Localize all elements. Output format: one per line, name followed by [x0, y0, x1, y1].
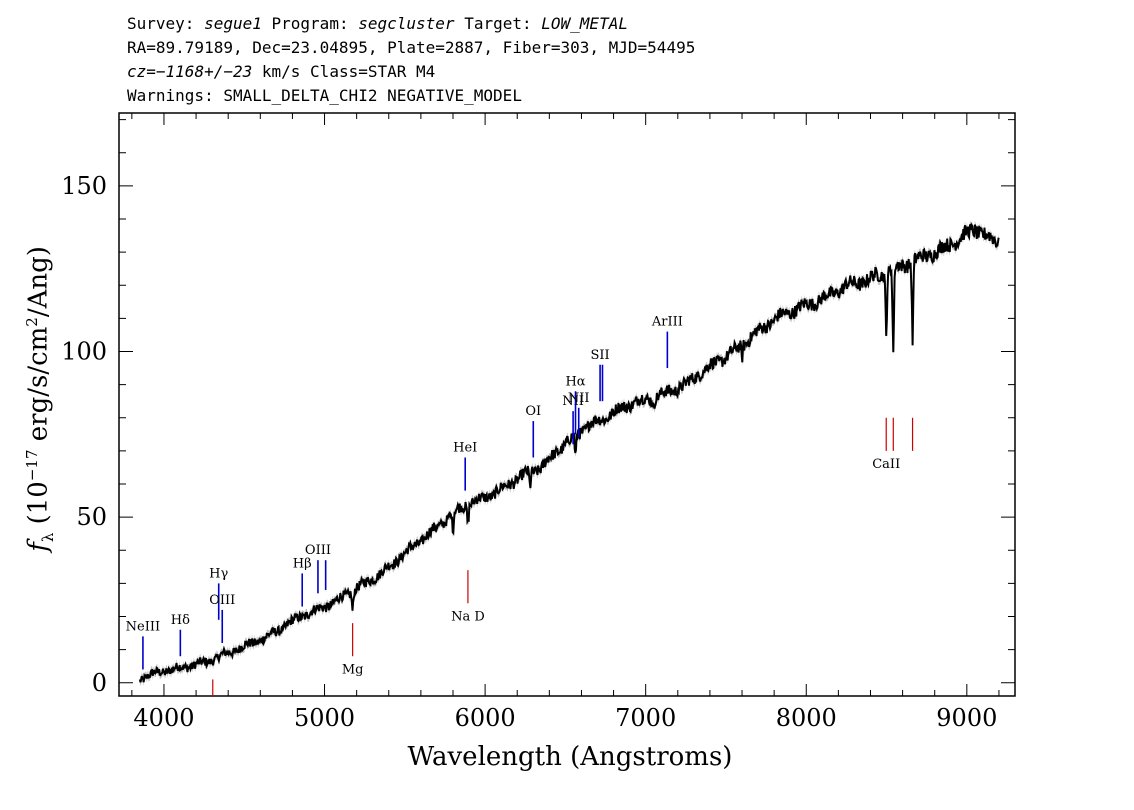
- emission-line-label: OI: [525, 404, 541, 419]
- ylabel-exp2: 2: [23, 317, 42, 327]
- target-value: LOW_METAL: [541, 14, 628, 33]
- target-label: Target:: [464, 14, 532, 33]
- ylabel-exp: −17: [23, 449, 42, 482]
- x-tick-label: 7000: [615, 704, 676, 732]
- emission-line-label: SII: [590, 348, 609, 363]
- emission-line-label: Hβ: [293, 556, 312, 571]
- x-tick-label: 6000: [455, 704, 516, 732]
- y-tick-label: 0: [92, 669, 107, 697]
- ylabel-f: f: [23, 542, 54, 552]
- y-tick-label: 150: [61, 172, 107, 200]
- header-line-4: Warnings: SMALL_DELTA_CHI2 NEGATIVE_MODE…: [127, 86, 522, 105]
- header-line-3: cz=−1168+/−23 km/s Class=STAR M4: [127, 62, 435, 82]
- absorption-line-label: Na D: [451, 609, 485, 624]
- cz-unit: km/s: [261, 62, 301, 81]
- x-tick-label: 5000: [294, 704, 355, 732]
- absorption-line-label: CaII: [872, 457, 900, 472]
- x-tick-label: 8000: [776, 704, 837, 732]
- program-value: segcluster: [358, 14, 455, 33]
- header-line-2: RA=89.79189, Dec=23.04895, Plate=2887, F…: [127, 38, 696, 57]
- y-tick-label: 100: [61, 338, 107, 366]
- emission-line-label: Hγ: [209, 566, 228, 581]
- emission-line-label: NII: [562, 394, 584, 409]
- emission-line-label: OIII: [305, 543, 331, 558]
- cz-label: cz=: [127, 62, 156, 81]
- x-tick-label: 9000: [936, 704, 997, 732]
- spectrum-line: [138, 222, 1000, 683]
- y-tick-label: 50: [76, 503, 107, 531]
- x-tick-label: 4000: [133, 704, 194, 732]
- ylabel-part-b: erg/s/cm: [23, 326, 54, 450]
- emission-line-label: HeI: [453, 441, 477, 456]
- cz-value: −1168+/−23: [155, 62, 253, 81]
- emission-line-label: NeIII: [126, 619, 160, 634]
- error-band: [139, 220, 999, 687]
- ylabel-sub: λ: [38, 532, 57, 543]
- y-axis-label: fλ (10−17 erg/s/cm2/Ang): [23, 239, 57, 559]
- emission-line-label: NII: [568, 391, 590, 406]
- program-label: Program:: [271, 14, 349, 33]
- survey-label: Survey:: [127, 14, 195, 33]
- plot-frame: [118, 112, 1016, 697]
- absorption-line-label: Mg: [342, 662, 364, 677]
- emission-line-label: Hα: [565, 374, 585, 389]
- ylabel-part-a: (10: [23, 481, 54, 533]
- header-line-1: Survey: segue1 Program: segcluster Targe…: [127, 14, 628, 34]
- x-axis-label: Wavelength (Angstroms): [407, 742, 733, 772]
- emission-line-label: Hδ: [171, 613, 190, 628]
- ylabel-part-c: /Ang): [23, 246, 54, 318]
- emission-line-label: ArIII: [651, 315, 683, 330]
- class-value: Class=STAR M4: [310, 62, 436, 81]
- emission-line-label: OIII: [209, 593, 235, 608]
- survey-value: segue1: [204, 14, 262, 33]
